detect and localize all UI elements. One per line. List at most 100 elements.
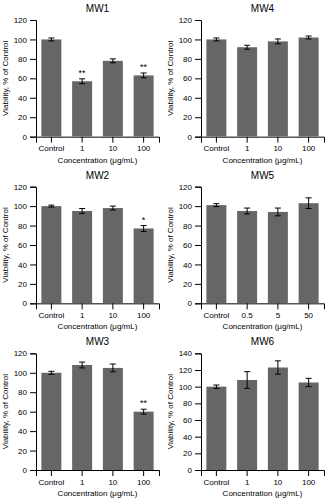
- axis-line: [195, 21, 202, 138]
- y-tick: 60: [18, 241, 36, 250]
- y-tick: 20: [18, 447, 36, 456]
- y-tick: 100: [14, 202, 36, 211]
- y-tick: 0: [188, 466, 201, 475]
- tick-mark: [30, 353, 36, 354]
- tick-mark: [195, 264, 201, 265]
- y-axis: 020406080100120: [14, 183, 37, 309]
- tick-mark: [195, 370, 201, 371]
- y-tick: 60: [18, 74, 36, 83]
- tick-label: 60: [183, 74, 192, 83]
- error-bar: [244, 372, 250, 389]
- tick-label: 80: [183, 222, 192, 231]
- tick-mark: [277, 470, 278, 476]
- y-tick: 0: [23, 299, 36, 308]
- tick-mark: [30, 412, 36, 413]
- tick-mark: [277, 303, 278, 309]
- x-axis-label: Concentration (μg/mL): [58, 322, 138, 331]
- tick-mark: [112, 470, 113, 476]
- bar: [41, 39, 61, 136]
- y-tick: 100: [14, 36, 36, 45]
- error-bar: [141, 226, 147, 232]
- tick-label: 40: [18, 94, 27, 103]
- axis-line: [37, 471, 160, 477]
- tick-mark: [143, 137, 144, 143]
- x-tick: Control: [203, 470, 229, 487]
- plot-area: [41, 362, 153, 470]
- panel: 020406080100120Control110100**MW3Viabili…: [1, 336, 160, 498]
- y-tick: 120: [14, 183, 36, 192]
- x-tick: 10: [108, 470, 117, 487]
- figure: 020406080100120Control110100****MW1Viabi…: [0, 0, 330, 500]
- x-tick: Control: [38, 137, 64, 154]
- y-axis-label: Viability, % of Control: [166, 207, 175, 283]
- tick-label: 60: [18, 74, 27, 83]
- tick-mark: [30, 98, 36, 99]
- tick-label: 80: [18, 55, 27, 64]
- tick-label: 1: [80, 478, 85, 487]
- error-bar: [48, 205, 54, 207]
- tick-label: 100: [14, 202, 28, 211]
- plot-area: [41, 205, 153, 303]
- error-bar: [141, 409, 147, 414]
- bar: [206, 205, 226, 303]
- tick-label: 20: [18, 280, 27, 289]
- error-bar: [48, 371, 54, 374]
- error-bar: [244, 45, 250, 49]
- y-axis: 020406080100120: [179, 183, 202, 309]
- error-bar: [275, 361, 281, 374]
- panel: 020406080100120Control110100MW4Viability…: [166, 3, 325, 165]
- panel: 020406080100120Control110100****MW1Viabi…: [1, 3, 160, 165]
- plot-area: [206, 361, 318, 470]
- x-tick: 10: [108, 303, 117, 320]
- tick-label: Control: [203, 311, 229, 320]
- y-axis-label: Viability, % of Control: [1, 40, 10, 116]
- tick-mark: [30, 470, 36, 471]
- y-tick: 120: [179, 183, 201, 192]
- error-bar: [306, 36, 312, 39]
- y-tick: 80: [18, 388, 36, 397]
- y-tick: 20: [183, 280, 201, 289]
- tick-mark: [195, 206, 201, 207]
- tick-label: 40: [183, 94, 192, 103]
- y-tick: 20: [18, 113, 36, 122]
- tick-mark: [195, 59, 201, 60]
- tick-label: 10: [108, 478, 117, 487]
- x-axis-label: Concentration (μg/mL): [58, 489, 138, 498]
- tick-label: 100: [137, 311, 151, 320]
- tick-mark: [308, 303, 309, 309]
- tick-label: 40: [183, 433, 192, 442]
- title: MW6: [251, 336, 275, 347]
- panel: 020406080100120Control110100*MW2Viabilit…: [1, 170, 160, 332]
- y-axis: 020406080100120140: [179, 349, 202, 475]
- tick-label: 100: [179, 36, 193, 45]
- tick-label: 100: [179, 383, 193, 392]
- y-tick: 80: [183, 222, 201, 231]
- y-tick: 80: [18, 55, 36, 64]
- title: MW5: [251, 170, 275, 181]
- axis-line: [37, 304, 160, 310]
- annotation: **: [79, 68, 87, 78]
- tick-mark: [30, 78, 36, 79]
- tick-label: 120: [179, 366, 193, 375]
- bar: [237, 47, 257, 136]
- x-tick: 10: [273, 470, 282, 487]
- plot-area: [206, 198, 318, 303]
- y-axis: 020406080100120: [179, 16, 202, 142]
- x-tick: 1: [80, 303, 85, 320]
- y-tick: 100: [179, 383, 201, 392]
- bar: [72, 211, 92, 303]
- bar: [299, 383, 319, 471]
- bar: [206, 387, 226, 470]
- y-tick: 20: [183, 449, 201, 458]
- x-tick: 100: [137, 470, 151, 487]
- y-tick: 120: [179, 16, 201, 25]
- tick-mark: [30, 303, 36, 304]
- tick-label: Control: [203, 478, 229, 487]
- y-tick: 0: [188, 133, 201, 142]
- tick-label: 140: [179, 349, 193, 358]
- tick-label: 10: [108, 144, 117, 153]
- y-axis-label: Viability, % of Control: [166, 374, 175, 450]
- x-axis: Control0.5550: [202, 303, 325, 320]
- axis-line: [30, 354, 37, 471]
- bar: [72, 81, 92, 136]
